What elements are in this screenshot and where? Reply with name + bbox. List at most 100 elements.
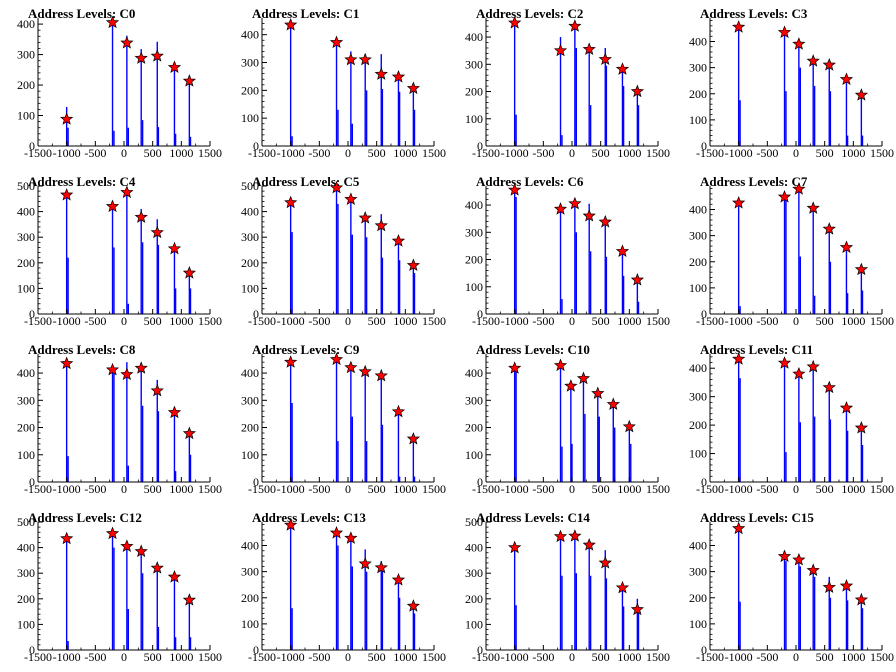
- x-tick-label: -1000: [53, 482, 81, 496]
- x-tick-label: -1000: [501, 314, 529, 328]
- x-tick-label: -1000: [277, 650, 305, 664]
- x-tick-label: 1000: [841, 650, 865, 664]
- x-tick-label: 500: [816, 146, 834, 160]
- peak-marker: [284, 18, 298, 31]
- x-tick-label: 1000: [617, 314, 641, 328]
- peak-marker: [344, 192, 358, 205]
- peak-marker: [582, 538, 596, 551]
- peak-marker: [406, 258, 421, 271]
- y-tick-label: 100: [17, 617, 35, 631]
- y-tick-label: 200: [689, 255, 707, 269]
- x-tick-label: 500: [368, 482, 386, 496]
- peak-marker: [150, 383, 164, 397]
- x-tick-label: -1000: [277, 146, 305, 160]
- chart-title: Address Levels: C4: [28, 174, 136, 189]
- y-tick-label: 200: [241, 421, 259, 435]
- y-tick-label: 200: [465, 253, 483, 267]
- peak-marker: [391, 404, 406, 418]
- x-tick-label: -1500: [472, 314, 500, 328]
- x-tick-label: 500: [816, 482, 834, 496]
- x-tick-label: 1000: [393, 650, 417, 664]
- chart-title: Address Levels: C3: [700, 6, 808, 21]
- x-tick-label: 0: [345, 146, 351, 160]
- peak-marker: [792, 37, 806, 50]
- x-tick-label: 500: [816, 650, 834, 664]
- x-tick-label: -1500: [248, 482, 276, 496]
- peak-marker: [598, 556, 612, 569]
- peak-marker: [606, 397, 620, 410]
- peak-marker: [508, 15, 522, 29]
- peak-marker: [134, 210, 148, 223]
- x-tick-label: -1500: [248, 650, 276, 664]
- x-tick-label: -500: [756, 146, 778, 160]
- x-tick-label: 500: [144, 482, 162, 496]
- peak-marker: [806, 201, 820, 214]
- x-tick-label: -500: [532, 482, 554, 496]
- peak-marker: [732, 521, 746, 535]
- y-tick-label: 100: [465, 280, 483, 294]
- x-tick-label: -500: [532, 650, 554, 664]
- peak-marker: [120, 539, 134, 552]
- chart-title: Address Levels: C10: [476, 342, 590, 357]
- y-tick-label: 300: [689, 229, 707, 243]
- y-tick-label: 300: [241, 230, 259, 244]
- y-tick-label: 400: [17, 366, 35, 380]
- y-tick-label: 200: [689, 418, 707, 432]
- x-tick-label: 1000: [169, 482, 193, 496]
- peak-marker: [182, 74, 197, 87]
- peak-marker: [344, 52, 358, 66]
- x-tick-label: -1500: [696, 650, 724, 664]
- peak-marker: [576, 371, 591, 385]
- x-tick-label: -1500: [696, 146, 724, 160]
- y-tick-label: 300: [241, 565, 259, 579]
- x-tick-label: 1500: [422, 314, 446, 328]
- y-tick-label: 400: [17, 17, 35, 31]
- peak-marker: [630, 84, 645, 98]
- chart-svg: 0 100 200 300 400 -1500 -1000 -500 0 500 1000 1500: [241, 352, 446, 496]
- x-tick-label: 1500: [198, 146, 222, 160]
- chart-panel: Address Levels: C9 0 100 200 300 400 -1500 -100…: [224, 336, 448, 504]
- x-tick-label: -1500: [696, 482, 724, 496]
- x-tick-label: 1500: [870, 314, 894, 328]
- chart-title: Address Levels: C6: [476, 174, 584, 189]
- peak-marker: [822, 580, 836, 593]
- y-tick-label: 0: [29, 139, 35, 153]
- x-tick-label: 500: [144, 650, 162, 664]
- x-tick-label: -1500: [248, 314, 276, 328]
- peak-marker: [630, 602, 645, 616]
- peak-marker: [134, 51, 148, 64]
- peak-marker: [806, 359, 820, 373]
- chart-panel: Address Levels: C14 0 100 200 300 400 500 -1500…: [448, 504, 672, 672]
- x-tick-label: 0: [121, 482, 127, 496]
- chart-title: Address Levels: C2: [476, 6, 584, 21]
- chart-panel: Address Levels: C12 0 100 200 300 400 500 -1500…: [0, 504, 224, 672]
- peak-marker: [182, 426, 197, 440]
- peak-marker: [167, 570, 182, 583]
- peak-marker: [622, 419, 636, 433]
- x-tick-label: 1500: [870, 146, 894, 160]
- y-tick-label: 300: [17, 48, 35, 62]
- x-tick-label: 1500: [870, 482, 894, 496]
- y-tick-label: 200: [17, 421, 35, 435]
- x-tick-label: -500: [308, 482, 330, 496]
- peak-marker: [822, 380, 836, 394]
- peak-marker: [329, 180, 344, 194]
- y-tick-label: 100: [241, 448, 259, 462]
- chart-title: Address Levels: C12: [28, 510, 142, 525]
- peak-marker: [615, 580, 630, 594]
- peak-marker: [553, 529, 568, 543]
- x-tick-label: 0: [121, 146, 127, 160]
- y-tick-label: 100: [689, 113, 707, 127]
- x-tick-label: 0: [345, 482, 351, 496]
- y-tick-label: 400: [689, 539, 707, 553]
- y-tick-label: 400: [689, 35, 707, 49]
- y-tick-label: 0: [477, 475, 483, 489]
- y-tick-label: 0: [477, 139, 483, 153]
- x-tick-label: -500: [84, 650, 106, 664]
- x-tick-label: 0: [793, 482, 799, 496]
- y-tick-label: 400: [17, 205, 35, 219]
- peak-marker: [391, 70, 406, 83]
- y-tick-label: 100: [17, 281, 35, 295]
- y-tick-label: 100: [241, 617, 259, 631]
- peak-marker: [406, 599, 421, 612]
